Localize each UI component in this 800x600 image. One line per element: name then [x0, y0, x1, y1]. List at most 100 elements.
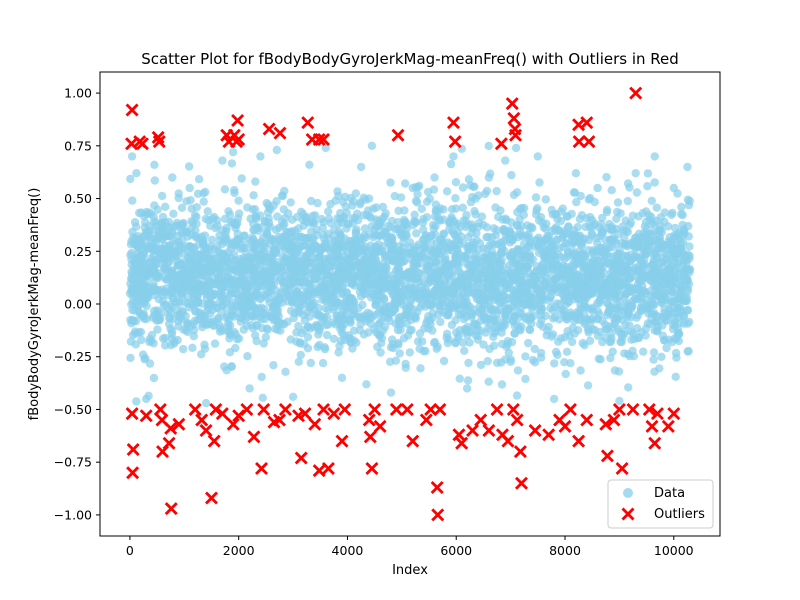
outlier-point — [321, 462, 335, 476]
data-point — [443, 263, 452, 272]
data-point — [408, 183, 417, 193]
data-point — [180, 270, 189, 279]
data-point — [200, 314, 209, 323]
data-point — [220, 185, 230, 194]
data-point — [294, 307, 304, 316]
data-point — [319, 230, 328, 240]
data-point — [563, 252, 572, 261]
data-point — [633, 324, 642, 333]
data-point — [151, 285, 161, 294]
chart-title: Scatter Plot for fBodyBodyGyroJerkMag-me… — [141, 50, 679, 68]
data-point — [164, 319, 174, 329]
outlier-point — [195, 413, 209, 427]
data-point — [462, 210, 471, 220]
data-point — [356, 162, 366, 172]
data-point — [395, 349, 404, 358]
data-point — [525, 325, 535, 335]
data-point — [282, 241, 292, 250]
data-point — [521, 374, 530, 384]
data-point — [374, 308, 383, 318]
data-point — [239, 253, 248, 263]
data-point — [126, 174, 135, 184]
data-point — [189, 325, 199, 335]
data-point — [653, 321, 663, 331]
outlier-point — [513, 445, 527, 459]
data-point — [422, 319, 431, 328]
data-point — [269, 361, 278, 370]
data-point — [380, 322, 390, 332]
data-point — [318, 223, 327, 232]
data-point — [159, 251, 168, 260]
data-point — [135, 208, 144, 218]
data-point — [536, 348, 546, 358]
data-point — [417, 204, 426, 213]
data-point — [647, 196, 656, 205]
data-point — [683, 162, 692, 172]
data-point — [481, 328, 490, 337]
data-point — [423, 234, 432, 243]
data-point — [492, 226, 501, 235]
data-point — [593, 331, 602, 340]
data-point — [131, 340, 140, 349]
data-point — [240, 273, 249, 282]
outlier-point — [125, 103, 139, 117]
data-point — [628, 346, 637, 355]
data-point — [393, 264, 403, 273]
data-point — [610, 366, 620, 375]
data-point — [602, 205, 612, 215]
data-point — [198, 253, 207, 262]
data-point — [650, 152, 659, 161]
data-point — [191, 299, 201, 308]
data-point — [424, 279, 433, 288]
x-tick-label: 6000 — [440, 543, 472, 558]
data-point — [390, 255, 399, 264]
data-point — [234, 334, 244, 343]
data-point — [606, 337, 616, 346]
data-point — [326, 218, 335, 228]
data-point — [580, 295, 589, 305]
data-point — [323, 305, 333, 315]
outlier-point — [474, 413, 488, 427]
data-point — [312, 274, 321, 283]
data-point — [354, 304, 363, 313]
outlier-point — [600, 449, 614, 463]
outlier-point — [490, 402, 504, 416]
data-point — [132, 397, 141, 406]
data-point — [187, 204, 196, 213]
data-point — [348, 201, 357, 210]
data-point — [243, 283, 252, 293]
data-point — [251, 260, 260, 270]
data-point — [654, 283, 663, 293]
x-tick-label: 0 — [126, 543, 134, 558]
data-point — [367, 313, 376, 322]
data-point — [362, 210, 372, 220]
data-point — [604, 284, 613, 293]
data-point — [508, 292, 517, 301]
outlier-point — [433, 402, 447, 416]
outlier-point — [389, 402, 403, 416]
data-point — [263, 288, 273, 297]
data-point — [606, 353, 615, 363]
outlier-point — [373, 419, 387, 433]
data-point — [593, 314, 602, 324]
data-point — [679, 311, 688, 321]
data-point — [474, 191, 483, 200]
data-point — [660, 208, 669, 217]
data-point — [643, 245, 652, 255]
data-point — [300, 299, 309, 309]
data-point — [148, 313, 158, 322]
data-point — [447, 288, 456, 297]
x-axis-label: Index — [392, 563, 428, 578]
data-point — [291, 244, 300, 254]
data-point — [227, 362, 236, 371]
y-tick-label: −0.25 — [54, 349, 92, 364]
outlier-point — [645, 419, 659, 433]
data-point — [174, 189, 183, 198]
data-point — [386, 233, 396, 242]
data-point — [284, 259, 294, 268]
data-point — [339, 320, 349, 329]
data-point — [220, 362, 229, 371]
outlier-point — [626, 402, 640, 416]
data-point — [481, 313, 490, 322]
data-point — [650, 367, 659, 376]
